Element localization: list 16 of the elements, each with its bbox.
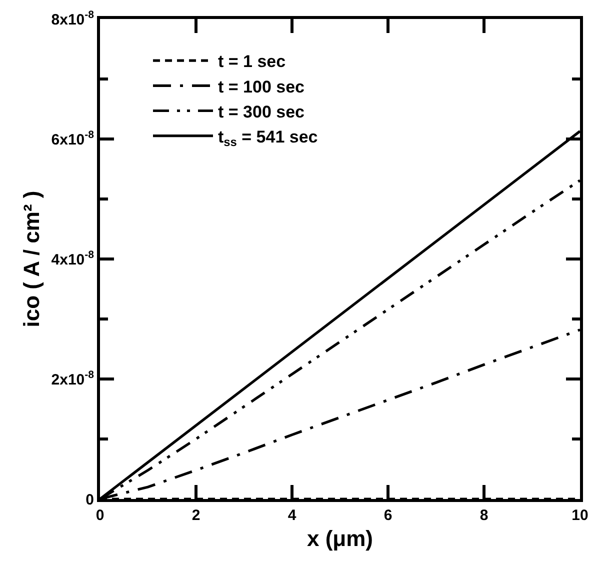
x-tick-label: 2	[192, 507, 200, 524]
x-tick-label: 10	[572, 507, 588, 524]
y-tick-label: 0	[86, 491, 94, 508]
x-tick-label: 8	[480, 507, 488, 524]
y-axis-title: ico ( A / cm² )	[19, 190, 44, 328]
y-tick-label: 8x10$^{-8}$	[51, 8, 94, 28]
x-tick-label: 4	[288, 507, 297, 524]
y-tick-label: 4x10$^{-8}$	[51, 248, 94, 268]
legend-label: t$_{ss}$ = 541 sec	[218, 127, 318, 150]
y-tick-label: 2x10$^{-8}$	[51, 368, 94, 388]
x-tick-label: 6	[384, 507, 392, 524]
y-tick-label: 6x10$^{-8}$	[51, 128, 94, 148]
legend-label: t = 1 sec	[218, 52, 286, 72]
legend-label: t = 300 sec	[218, 102, 304, 122]
x-axis-title: x (μm)	[306, 526, 374, 551]
legend-label: t = 100 sec	[218, 77, 304, 96]
